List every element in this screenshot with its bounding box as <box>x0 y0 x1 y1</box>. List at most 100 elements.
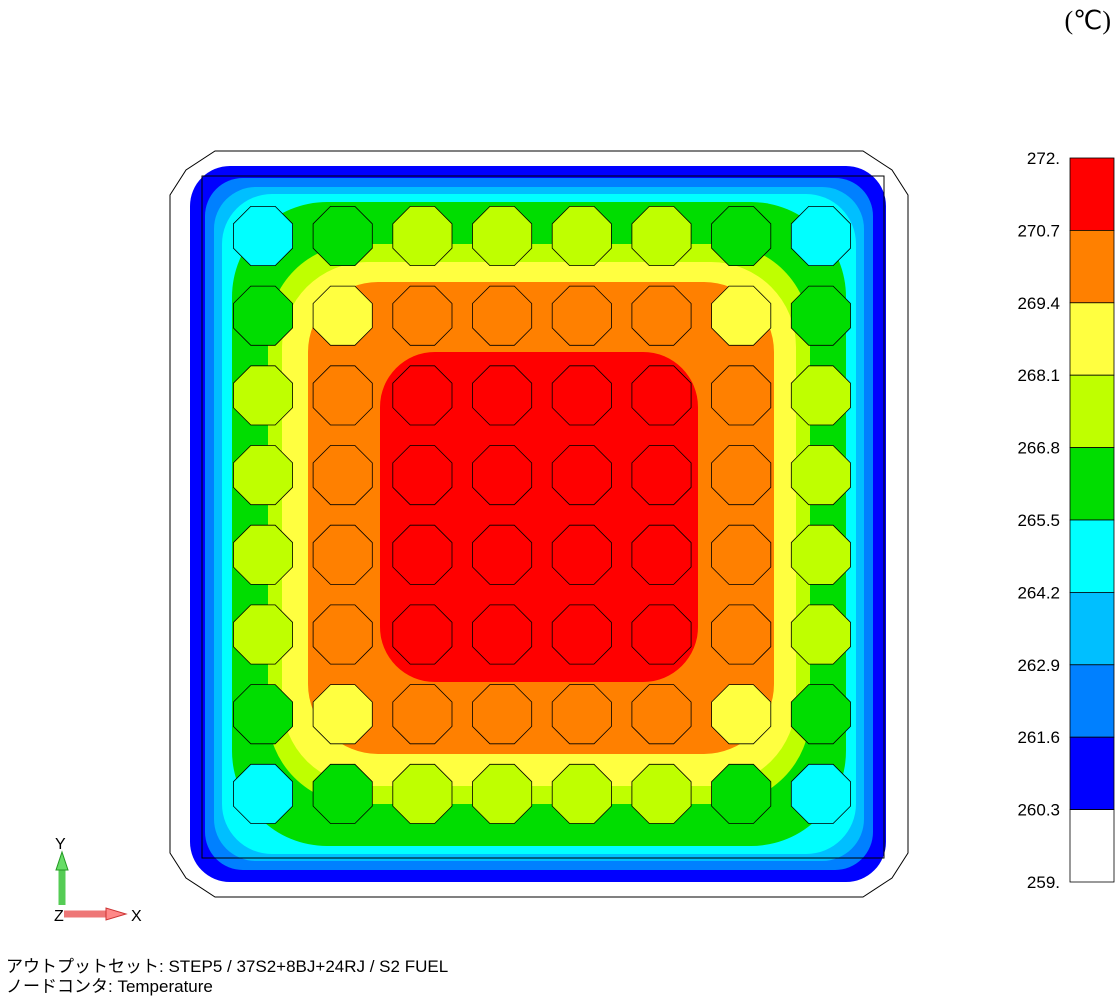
fuel-cell-r1-c3 <box>392 205 453 267</box>
fuel-cell-r4-c4 <box>472 445 533 506</box>
legend-band-2 <box>1069 302 1115 376</box>
fuel-cell-r1-c2 <box>312 205 373 267</box>
node-contour-line: ノードコンタ: Temperature <box>6 977 213 996</box>
axes-triad: Y Z X <box>54 836 142 925</box>
legend-tick-label: 268.1 <box>1017 366 1060 385</box>
fuel-cell-r4-c2 <box>312 445 373 506</box>
fuel-cell-r2-c4 <box>472 285 533 346</box>
fuel-cell-r8-c6 <box>631 763 692 824</box>
z-axis-label: Z <box>54 908 64 925</box>
fuel-cell-r5-c1 <box>232 524 294 585</box>
legend-tick-label: 259. <box>1027 873 1060 892</box>
fuel-cell-r2-c2 <box>312 285 373 346</box>
fuel-cell-r3-c8 <box>790 365 851 426</box>
fuel-cell-r7-c2 <box>312 684 373 745</box>
fuel-cell-r6-c4 <box>472 604 533 665</box>
legend-band-9 <box>1069 809 1115 883</box>
fuel-cell-r1-c8 <box>790 205 851 267</box>
fuel-cell-r3-c4 <box>472 365 533 426</box>
fuel-cell-r3-c6 <box>631 365 692 426</box>
fuel-cell-r5-c7 <box>711 524 772 585</box>
fuel-cell-r1-c6 <box>631 205 692 267</box>
legend-band-5 <box>1069 519 1115 593</box>
fuel-cell-r6-c6 <box>631 604 692 665</box>
fuel-cell-r1-c1 <box>232 205 294 267</box>
legend-band-1 <box>1069 229 1115 304</box>
fuel-cell-r2-c8 <box>790 285 851 346</box>
color-legend: 272. 270.7 269.4 268.1 266.8 265.5 264.2 262.9 2… <box>1017 149 1115 892</box>
fuel-cell-r5-c8 <box>790 524 851 585</box>
fuel-cell-r5-c2 <box>312 524 373 585</box>
fuel-cell-r3-c1 <box>232 365 294 426</box>
fuel-cell-r5-c6 <box>631 524 692 585</box>
fuel-cell-r6-c7 <box>711 604 772 665</box>
fuel-cell-r7-c7 <box>711 684 772 745</box>
fuel-cell-r8-c2 <box>312 763 373 824</box>
fuel-cell-r6-c2 <box>312 604 373 665</box>
fuel-cell-r4-c8 <box>790 445 851 506</box>
fuel-cell-r4-c7 <box>711 445 772 506</box>
fuel-cell-r4-c1 <box>232 445 294 506</box>
basket-inner-outline <box>201 175 885 859</box>
fuel-cell-r7-c6 <box>631 684 692 745</box>
fuel-cell-r1-c4 <box>472 205 533 267</box>
fuel-cell-r3-c7 <box>711 365 772 426</box>
fuel-cell-r4-c3 <box>392 445 453 506</box>
fuel-cell-r6-c3 <box>392 604 453 665</box>
basket-frame <box>169 150 909 898</box>
fuel-cell-r7-c4 <box>472 684 533 745</box>
legend-tick-label: 265.5 <box>1017 511 1060 530</box>
contour-field <box>190 166 886 882</box>
fuel-cell-r6-c1 <box>232 604 294 665</box>
legend-tick-label: 269.4 <box>1017 294 1060 313</box>
legend-band-6 <box>1069 592 1115 666</box>
fuel-cell-r2-c6 <box>631 285 692 346</box>
fuel-cell-grid <box>232 205 851 824</box>
fuel-cell-r5-c5 <box>551 524 612 585</box>
fuel-cell-r8-c4 <box>472 763 533 824</box>
legend-tick-label: 264.2 <box>1017 583 1060 602</box>
legend-tick-label: 272. <box>1027 149 1060 168</box>
legend-tick-label: 266.8 <box>1017 439 1060 458</box>
fuel-cell-r8-c7 <box>711 763 772 824</box>
fuel-cell-r7-c5 <box>551 684 612 745</box>
fuel-cell-r8-c3 <box>392 763 453 824</box>
fuel-cell-r3-c5 <box>551 365 612 426</box>
fuel-cell-r2-c1 <box>232 285 294 346</box>
fuel-cell-r2-c7 <box>711 285 772 346</box>
fuel-cell-r7-c3 <box>392 684 453 745</box>
legend-tick-label: 270.7 <box>1017 221 1060 240</box>
fuel-cell-r2-c3 <box>392 285 453 346</box>
unit-label: (℃) <box>1064 6 1111 35</box>
y-axis-arrow-head <box>55 850 69 871</box>
legend-tick-label: 261.6 <box>1017 728 1060 747</box>
fuel-cell-r3-c3 <box>392 365 453 426</box>
legend-tick-label: 262.9 <box>1017 656 1060 675</box>
fuel-cell-r8-c1 <box>232 763 294 824</box>
legend-tick-label: 260.3 <box>1017 801 1060 820</box>
y-axis-label: Y <box>55 836 66 853</box>
legend-band-3 <box>1069 374 1115 449</box>
fuel-cell-r7-c1 <box>232 684 294 745</box>
fuel-cell-r1-c5 <box>551 205 612 267</box>
fuel-cell-r4-c5 <box>551 445 612 506</box>
legend-band-8 <box>1069 736 1115 811</box>
contour-band-8 <box>380 352 698 682</box>
fuel-cell-r8-c8 <box>790 763 851 824</box>
fuel-cell-r6-c8 <box>790 604 851 665</box>
output-set-line: アウトプットセット: STEP5 / 37S2+8BJ+24RJ / S2 FU… <box>6 957 449 976</box>
fuel-cell-r8-c5 <box>551 763 612 824</box>
fuel-cell-r2-c5 <box>551 285 612 346</box>
fuel-cell-r1-c7 <box>711 205 772 267</box>
fuel-cell-r7-c8 <box>790 684 851 745</box>
legend-band-7 <box>1069 664 1115 738</box>
output-info: アウトプットセット: STEP5 / 37S2+8BJ+24RJ / S2 FU… <box>6 957 448 997</box>
fuel-cell-r5-c3 <box>392 524 453 585</box>
fuel-cell-r3-c2 <box>312 365 373 426</box>
x-axis-label: X <box>131 908 142 925</box>
fuel-cell-r4-c6 <box>631 445 692 506</box>
fuel-cell-r6-c5 <box>551 604 612 665</box>
basket-outer-outline <box>169 150 909 898</box>
x-axis-arrow-head <box>105 907 128 921</box>
